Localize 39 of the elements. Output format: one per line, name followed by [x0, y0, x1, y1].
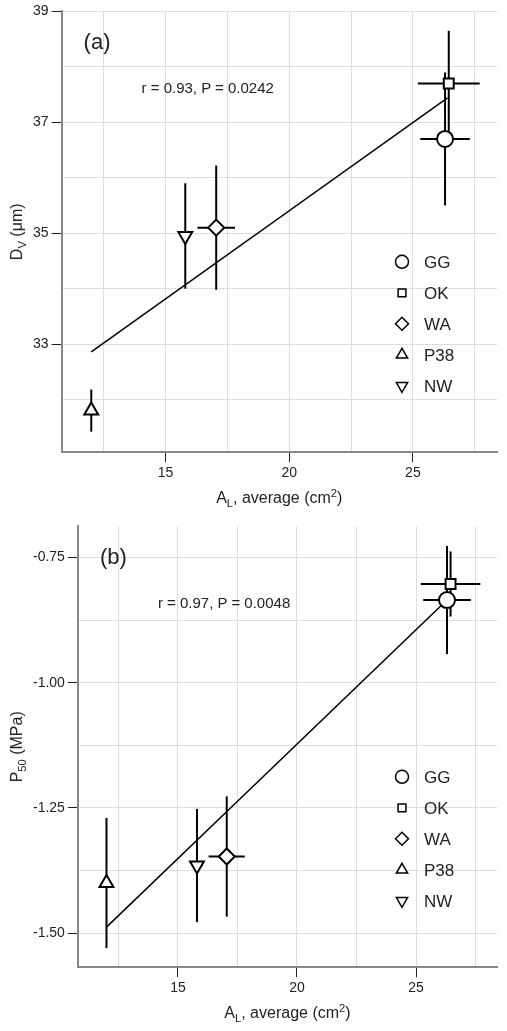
y-tick-label: 39 [32, 2, 49, 19]
legend-label: GG [424, 252, 451, 272]
legend-label: P38 [424, 345, 455, 365]
legend-label: P38 [424, 860, 455, 880]
point [98, 874, 115, 889]
point [217, 847, 236, 866]
point [189, 860, 205, 875]
point [83, 401, 100, 416]
y-tick-label: 37 [32, 113, 49, 130]
text: (b) [99, 544, 127, 570]
point [438, 591, 456, 610]
annotation: r = 0.97, P = 0.0048 [157, 594, 291, 612]
x-tick-label: 20 [289, 979, 305, 996]
legend-label: WA [424, 314, 452, 334]
annotation: r = 0.93, P = 0.0242 [141, 79, 274, 97]
x-tick-label: 20 [281, 464, 298, 481]
legend-label: OK [424, 283, 450, 303]
y-axis-title: P50 (MPa) [8, 711, 28, 783]
legend-label: GG [424, 767, 451, 787]
x-tick-label: 25 [405, 464, 421, 481]
y-tick-label: -1.50 [32, 924, 66, 940]
point [436, 129, 455, 148]
point [444, 578, 457, 590]
y-tick-label: 33 [32, 334, 49, 351]
legend-label: WA [424, 829, 452, 849]
point [207, 218, 226, 237]
point [442, 77, 455, 90]
y-axis-title: DV (μm) [8, 203, 28, 261]
legend-label: NW [424, 891, 453, 911]
x-tick-label: 15 [157, 464, 174, 481]
y-tick-label: 35 [32, 224, 49, 241]
x-tick-label: 25 [408, 979, 425, 996]
y-tick-label: -1.25 [32, 798, 66, 815]
x-tick-label: 15 [170, 979, 186, 996]
legend-label: OK [424, 798, 450, 818]
text: (a) [83, 29, 111, 55]
y-tick-label: -0.75 [32, 548, 66, 565]
y-tick-label: -1.00 [32, 673, 66, 690]
legend-label: NW [424, 376, 453, 396]
